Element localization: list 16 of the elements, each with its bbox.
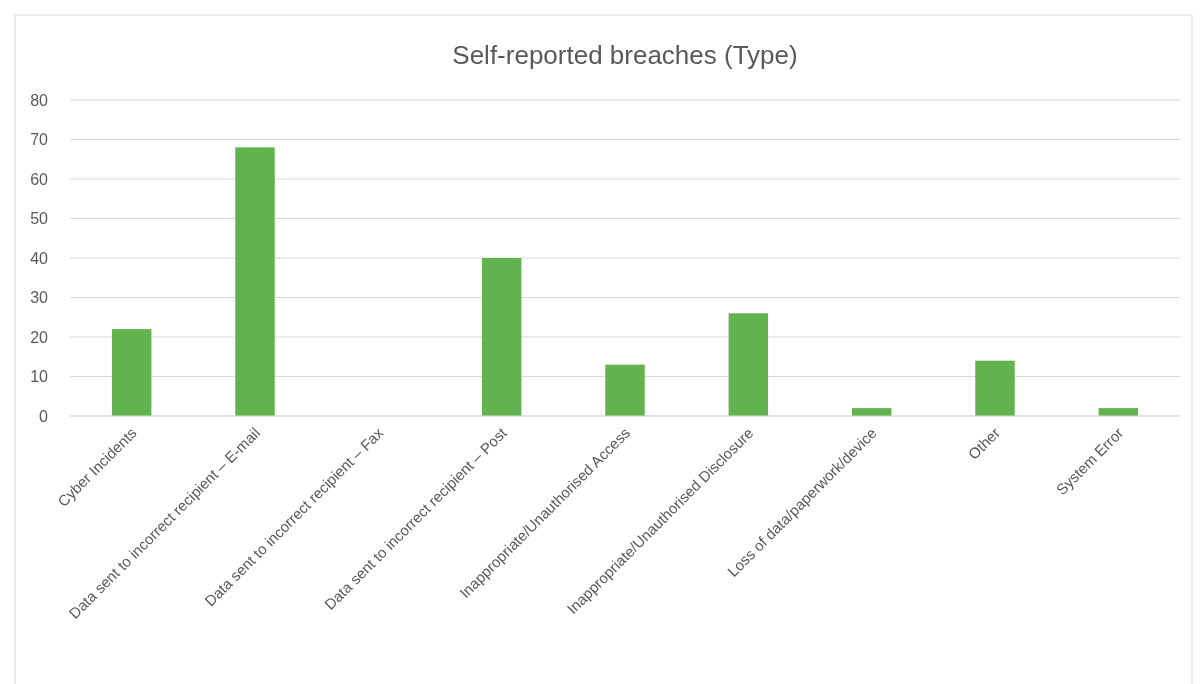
y-tick-label: 60 [30, 170, 49, 188]
bar [605, 364, 645, 416]
y-tick-label: 30 [30, 289, 49, 307]
bar [235, 147, 275, 416]
bar [975, 360, 1015, 416]
bar [481, 258, 522, 416]
y-tick-label: 20 [30, 328, 49, 346]
y-tick-label: 80 [30, 91, 49, 109]
bar [111, 329, 152, 416]
y-tick-label: 70 [30, 131, 49, 149]
y-tick-label: 40 [30, 249, 49, 267]
y-tick-label: 50 [30, 210, 49, 228]
bar [728, 313, 769, 416]
y-tick-label: 10 [30, 368, 49, 386]
chart-title: Self-reported breaches (Type) [452, 40, 798, 70]
y-tick-label: 0 [39, 407, 49, 425]
